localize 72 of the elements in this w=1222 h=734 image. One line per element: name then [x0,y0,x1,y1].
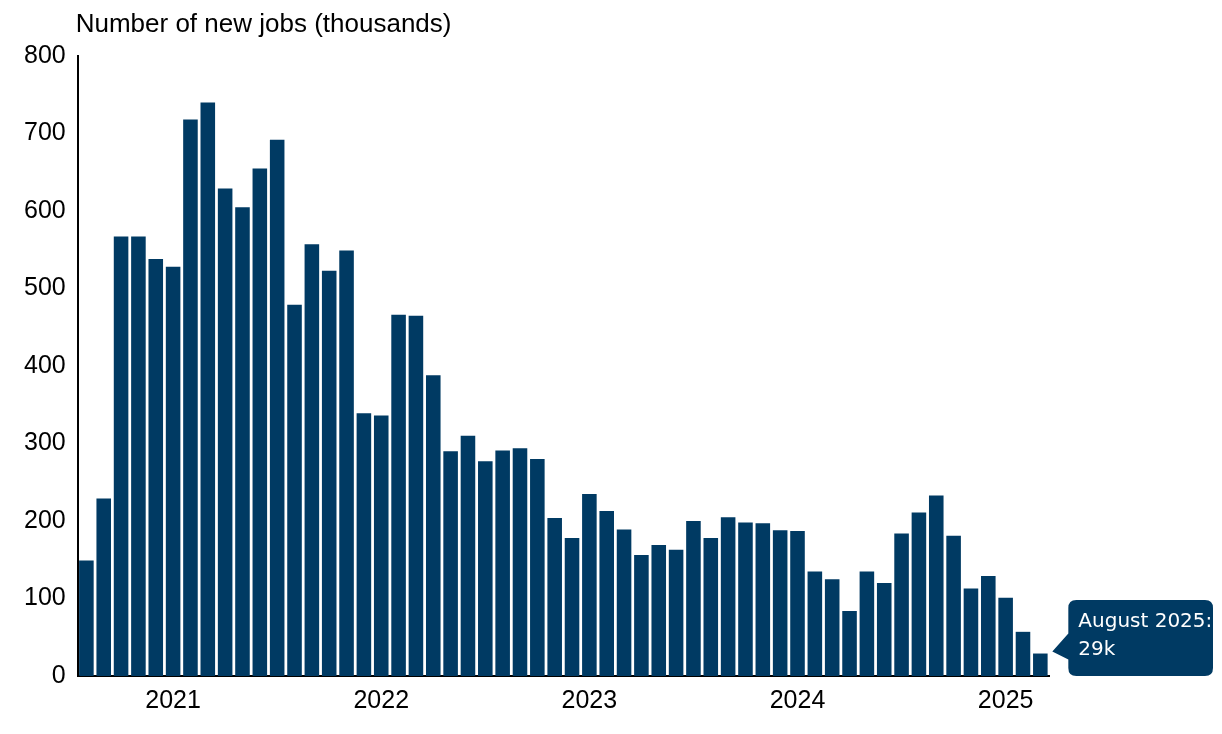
bar [755,523,771,676]
x-tick-label: 2023 [561,684,618,713]
bar [547,517,562,676]
bar [79,560,94,676]
y-axis-title: Number of new jobs (thousands) [75,8,452,38]
bar [720,517,736,676]
bar [1033,653,1048,676]
bar [946,535,961,676]
bar [321,270,337,676]
bar [443,451,458,676]
bar [894,533,909,676]
bar [824,579,840,676]
bar [668,549,684,676]
bar [113,236,129,676]
bar [217,188,233,676]
y-tick-label: 500 [23,272,66,301]
bar [564,538,580,676]
y-tick-label: 400 [23,349,66,378]
y-tick-label: 0 [51,659,66,688]
bar [772,530,788,676]
bar [981,576,996,676]
bar [963,588,979,676]
bar [425,375,441,676]
y-tick-label: 700 [23,117,66,146]
bar [183,119,198,676]
bar [287,304,302,676]
bar [859,571,875,676]
bar [582,493,597,676]
bar [616,529,632,676]
bar [373,415,389,676]
bar [408,315,424,676]
x-tick-label: 2024 [769,684,826,713]
y-tick-label: 200 [23,504,66,533]
bar [876,583,892,676]
bar [495,450,510,676]
bar [235,207,250,676]
bar [790,531,805,676]
bar [599,510,614,676]
bar [512,448,528,676]
bar [530,459,545,676]
bar [356,413,372,676]
y-tick-label: 100 [23,582,66,611]
bar [148,259,164,676]
bar [928,495,944,676]
bar [252,168,268,676]
bar [460,435,476,676]
bar [391,314,406,676]
x-tick-label: 2021 [145,684,201,713]
text: August 2025: 29k [1078,608,1213,661]
bar [738,522,753,676]
bar [842,610,857,676]
bar [304,244,320,676]
bar [339,250,354,676]
y-tick-label: 300 [23,427,66,456]
x-tick-label: 2022 [353,684,410,713]
bar [686,521,701,676]
bar [269,139,285,676]
bar [911,512,927,676]
bar [807,571,823,676]
y-tick-label: 800 [23,39,66,68]
bar [165,266,181,676]
bar [703,538,719,676]
bar [634,555,649,676]
bar [651,545,667,676]
bar [1015,631,1031,676]
x-tick-label: 2025 [977,684,1034,713]
bar [200,102,216,676]
bar [96,498,112,676]
bar [131,236,146,676]
y-tick-label: 600 [23,194,66,223]
bar [478,461,493,676]
bar [998,597,1013,676]
